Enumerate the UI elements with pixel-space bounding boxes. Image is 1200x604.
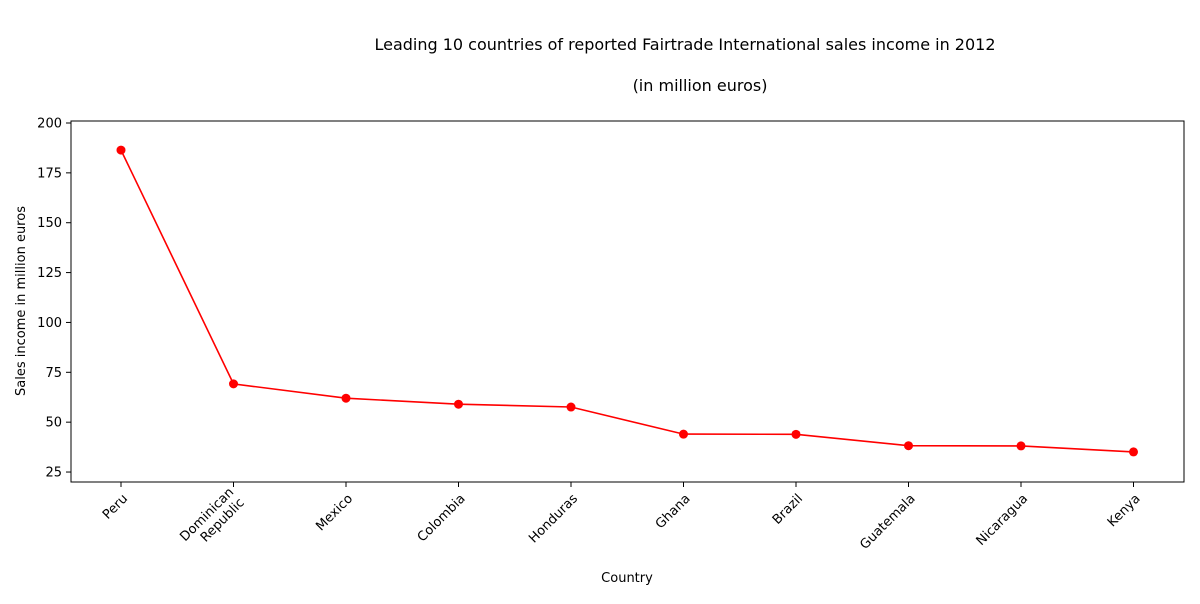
data-point-honduras	[566, 402, 576, 412]
x-tick-label-honduras: Honduras	[526, 491, 581, 546]
x-tick-label-nicaragua: Nicaragua	[974, 491, 1031, 548]
data-point-nicaragua	[1016, 441, 1026, 451]
y-tick-label-50: 50	[45, 416, 62, 431]
x-tick-label-guatemala: Guatemala	[857, 491, 918, 552]
data-point-colombia	[454, 399, 463, 409]
y-axis: 25 50 75 100 125 150 175 200	[37, 116, 71, 481]
x-tick-label-line: Colombia	[415, 491, 469, 545]
data-point-kenya	[1129, 447, 1138, 457]
x-tick-label-ghana: Ghana	[653, 491, 694, 532]
x-tick-label-brazil: Brazil	[770, 491, 806, 527]
data-point-peru	[116, 145, 126, 155]
data-point-dominican-republic	[229, 379, 238, 389]
x-tick-label-mexico: Mexico	[313, 491, 356, 534]
x-tick-label-line: Peru	[100, 491, 131, 522]
series-sales-income	[116, 145, 1138, 457]
x-tick-label-dominican-republic: DominicanRepublic	[177, 485, 247, 555]
data-point-mexico	[341, 393, 351, 403]
x-tick-label-line: Guatemala	[857, 491, 918, 552]
y-tick-label-200: 200	[37, 116, 62, 131]
x-tick-label-kenya: Kenya	[1105, 491, 1144, 530]
y-tick-label-175: 175	[37, 166, 62, 181]
x-tick-label-line: Honduras	[526, 491, 581, 546]
plot-area-frame	[70, 120, 1185, 483]
series-line	[120, 149, 1134, 453]
chart-title: Leading 10 countries of reported Fairtra…	[374, 35, 995, 54]
y-tick-label-25: 25	[45, 466, 62, 481]
y-tick-label-100: 100	[37, 316, 62, 331]
data-point-ghana	[679, 429, 688, 439]
x-tick-label-line: Ghana	[653, 491, 694, 532]
data-point-brazil	[791, 429, 801, 439]
x-axis: Peru DominicanRepublic Mexico Colombia Hondu…	[100, 482, 1144, 555]
x-tick-label-peru: Peru	[100, 491, 131, 522]
x-tick-label-line: Kenya	[1105, 491, 1144, 530]
y-tick-label-150: 150	[37, 216, 62, 231]
x-tick-label-line: Nicaragua	[974, 491, 1031, 548]
data-point-guatemala	[904, 441, 913, 451]
x-axis-label: Country	[601, 571, 653, 586]
x-tick-label-colombia: Colombia	[415, 491, 469, 545]
x-tick-label-line: Brazil	[770, 491, 806, 527]
y-tick-label-125: 125	[37, 266, 62, 281]
x-tick-label-line: Mexico	[313, 491, 356, 534]
chart-subtitle: (in million euros)	[633, 76, 768, 95]
y-tick-label-75: 75	[45, 366, 62, 381]
y-axis-label: Sales income in million euros	[14, 206, 29, 396]
